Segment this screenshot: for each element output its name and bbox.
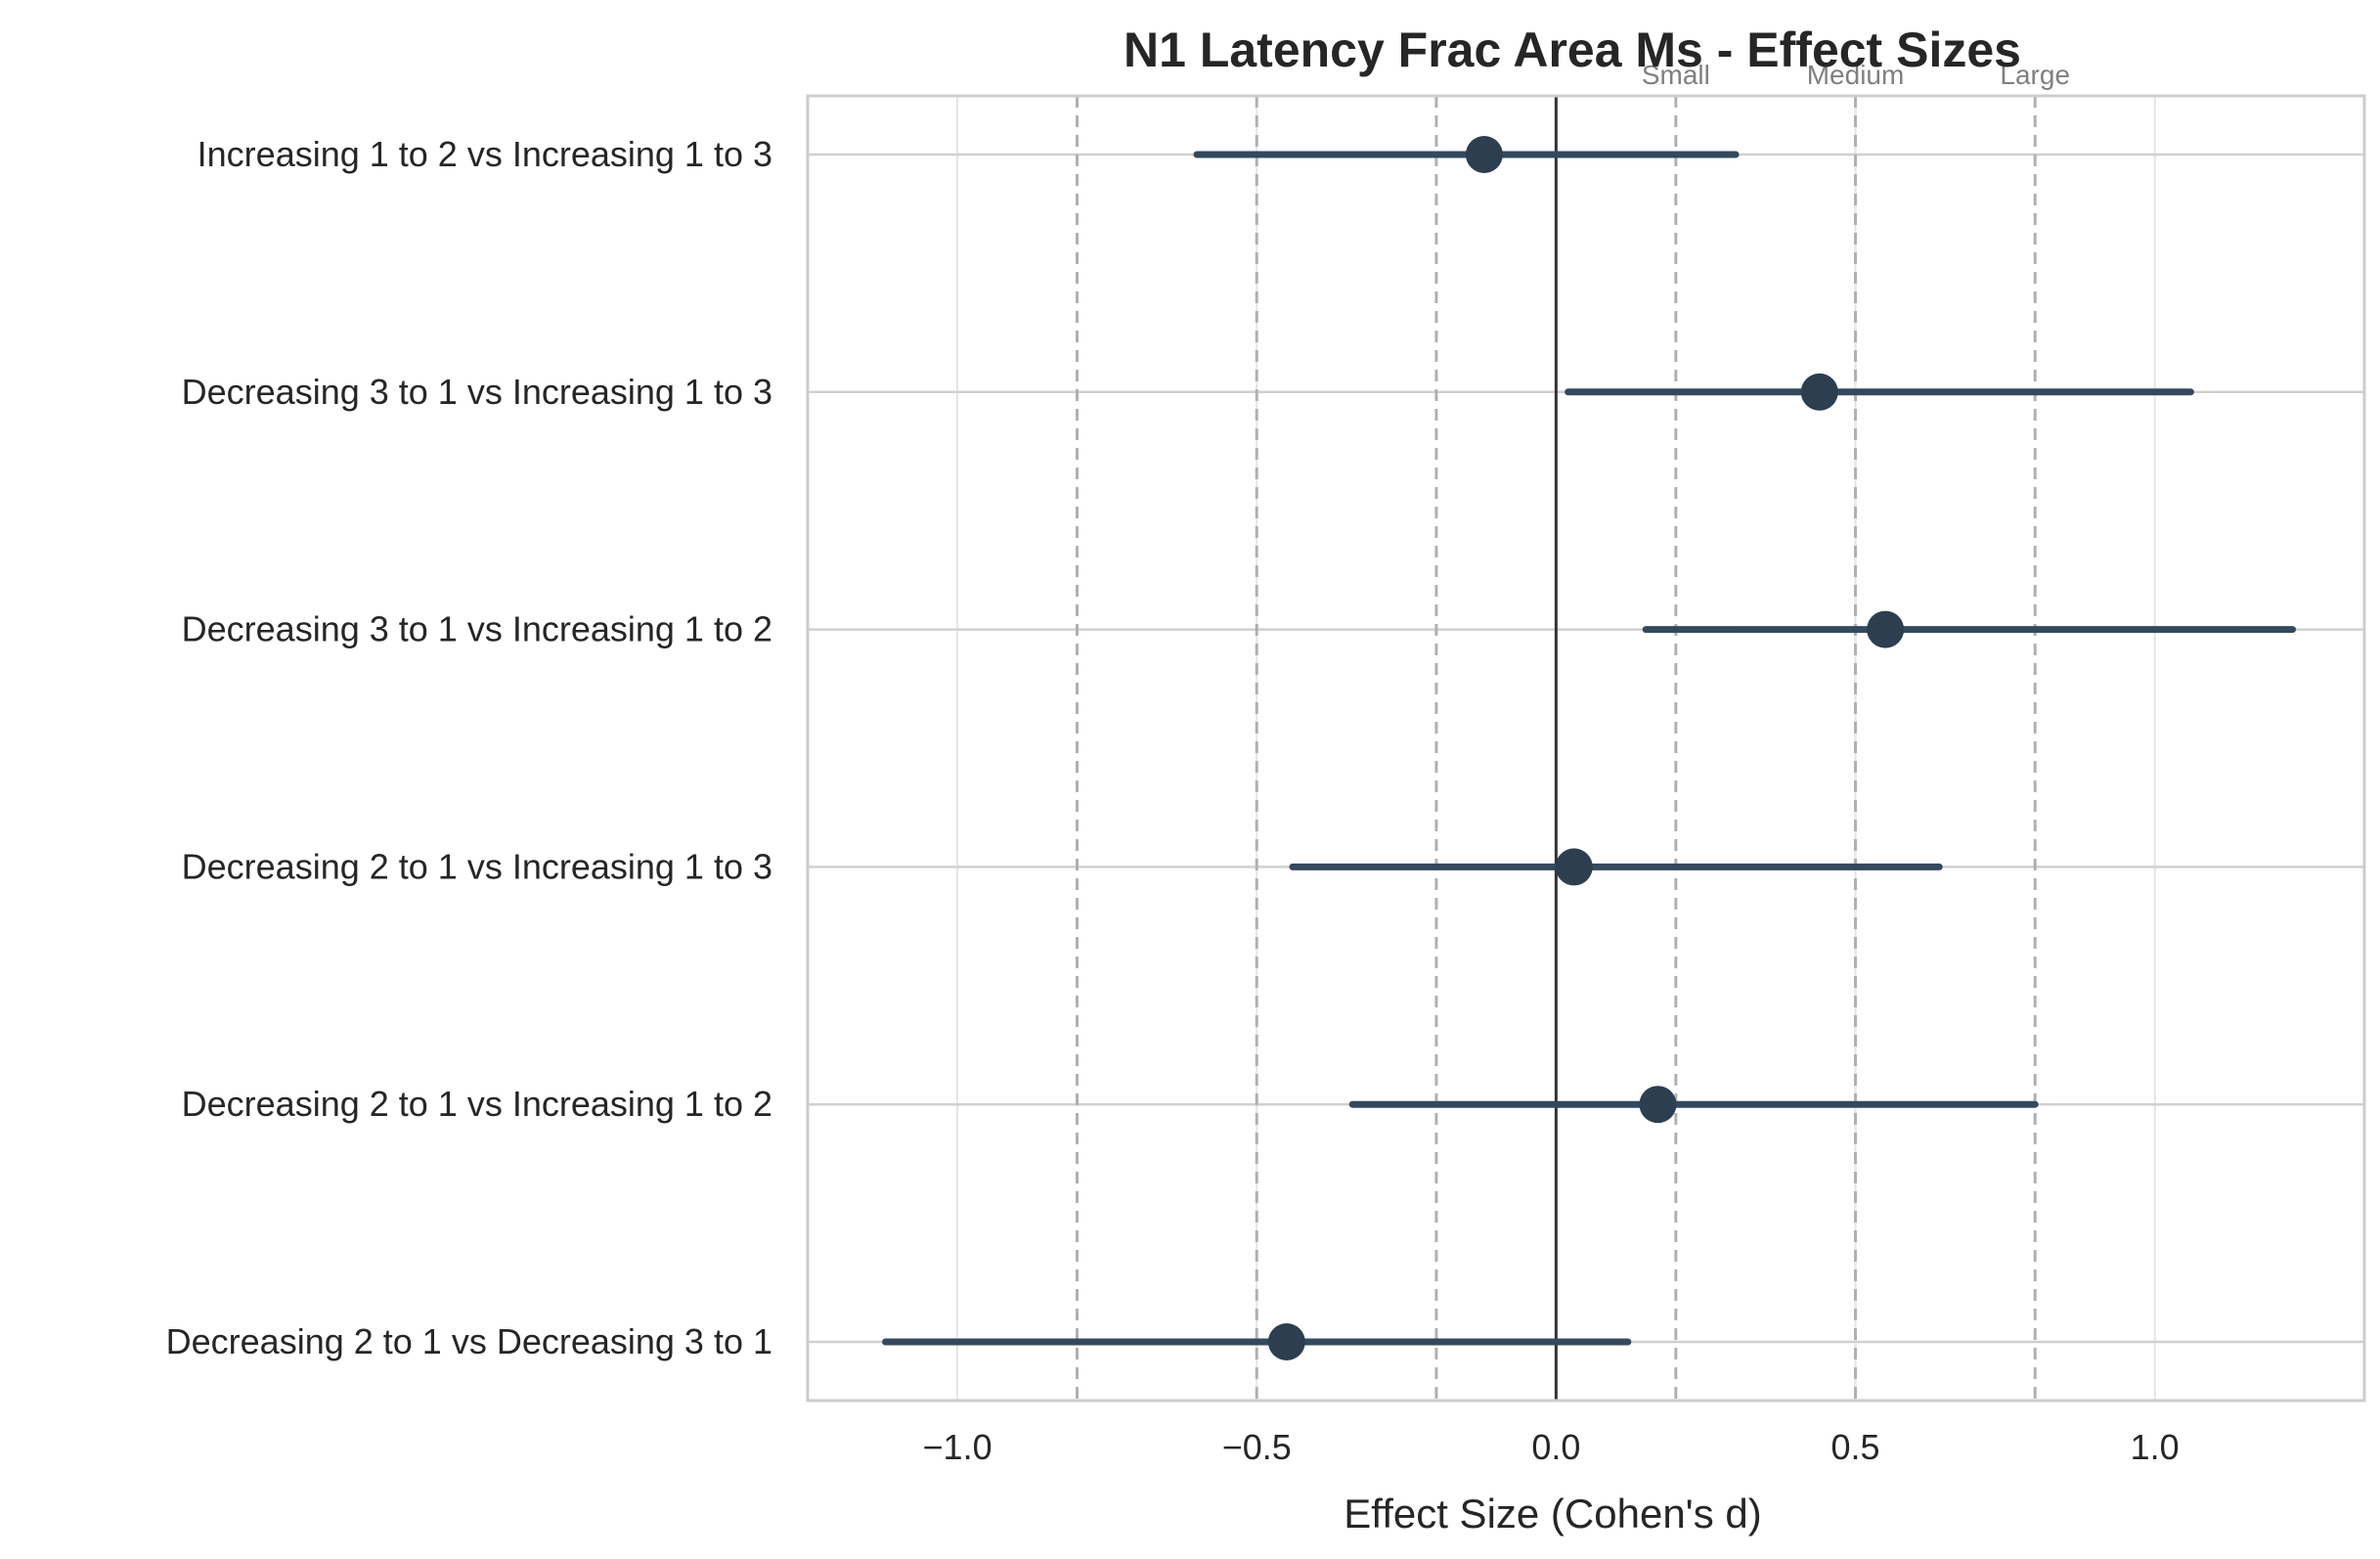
x-tick-label: −0.5 [1222,1427,1292,1467]
effect-size-point [1867,610,1905,648]
y-tick-label: Increasing 1 to 2 vs Increasing 1 to 3 [198,134,772,174]
effect-size-point [1800,373,1838,411]
y-tick-label: Decreasing 2 to 1 vs Increasing 1 to 3 [182,846,772,886]
x-tick-label: 1.0 [2131,1427,2180,1467]
x-tick-labels: −1.0 −0.5 0.0 0.5 1.0 [923,1427,2180,1467]
threshold-layer [1076,96,2037,1401]
x-tick-label: 0.5 [1831,1427,1880,1467]
effect-size-point [1639,1086,1677,1124]
x-tick-label: −1.0 [923,1427,992,1467]
threshold-label: Large [2000,60,2070,90]
y-tick-label: Decreasing 2 to 1 vs Increasing 1 to 2 [182,1084,772,1124]
y-tick-labels: Increasing 1 to 2 vs Increasing 1 to 3 De… [166,134,772,1361]
threshold-label: Medium [1807,60,1905,90]
chart-title: N1 Latency Frac Area Ms - Effect Sizes [1124,22,2021,77]
x-tick-label: 0.0 [1531,1427,1580,1467]
effect-size-point [1555,848,1593,886]
threshold-labels: Small Medium Large [1642,60,2070,90]
effect-size-point [1267,1323,1305,1360]
plot-frame [806,94,2366,1403]
effect-size-point [1465,136,1503,173]
threshold-label: Small [1642,60,1710,90]
y-tick-label: Decreasing 2 to 1 vs Decreasing 3 to 1 [166,1321,772,1361]
y-tick-label: Decreasing 3 to 1 vs Increasing 1 to 2 [182,609,772,649]
x-axis-label: Effect Size (Cohen's d) [1344,1491,1761,1537]
series-layer [882,136,2297,1360]
y-tick-label: Decreasing 3 to 1 vs Increasing 1 to 3 [182,372,772,412]
